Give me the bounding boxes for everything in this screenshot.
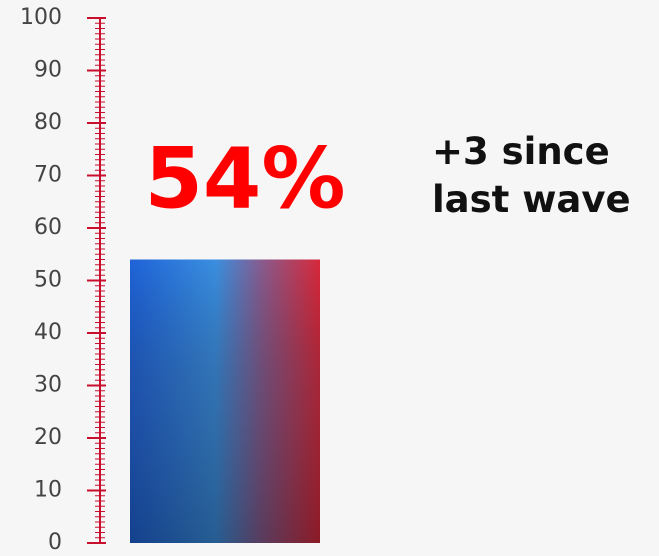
y-tick-label: 50 bbox=[34, 268, 62, 293]
y-tick-label: 90 bbox=[34, 58, 62, 83]
y-tick-label: 60 bbox=[34, 215, 62, 240]
y-tick-label: 10 bbox=[34, 478, 62, 503]
y-tick-label: 100 bbox=[20, 5, 62, 30]
y-tick-label: 80 bbox=[34, 110, 62, 135]
annotation: +3 since last wave bbox=[432, 130, 631, 221]
bar-shade bbox=[130, 259, 320, 543]
y-tick-label: 20 bbox=[34, 425, 62, 450]
y-tick-label: 70 bbox=[34, 163, 62, 188]
value-label: 54% bbox=[144, 130, 345, 228]
y-tick-label: 40 bbox=[34, 320, 62, 345]
y-tick-label: 0 bbox=[48, 530, 62, 555]
y-tick-label: 30 bbox=[34, 373, 62, 398]
